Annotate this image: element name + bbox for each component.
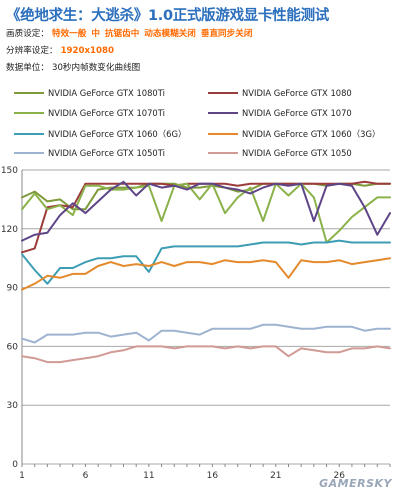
legend-swatch xyxy=(14,133,44,135)
legend-swatch xyxy=(14,152,44,154)
legend-label: NVIDIA GeForce GTX 1070Ti xyxy=(48,108,165,118)
legend-swatch xyxy=(14,112,44,114)
legend-swatch xyxy=(14,92,44,94)
legend-item: NVIDIA GeForce GTX 1070Ti xyxy=(14,108,165,118)
legend-swatch xyxy=(208,92,238,94)
y-tick-label: 90 xyxy=(7,284,19,294)
legend-label: NVIDIA GeForce GTX 1080 xyxy=(242,88,352,98)
y-tick-label: 60 xyxy=(7,342,19,352)
x-tick-label: 11 xyxy=(143,471,154,481)
series-line xyxy=(21,180,391,242)
chart-header: 《绝地求生：大逃杀》1.0正式版游戏显卡性能测试 画质设定： 特效一般 中 抗锯齿… xyxy=(6,6,396,77)
quality-label: 画质设定： xyxy=(6,29,49,39)
y-tick-label: 30 xyxy=(7,401,19,411)
chart-title: 《绝地求生：大逃杀》1.0正式版游戏显卡性能测试 xyxy=(6,8,329,24)
legend-item: NVIDIA GeForce GTX 1050Ti xyxy=(14,148,165,158)
resolution-value: 1920x1080 xyxy=(60,46,114,56)
series-line xyxy=(21,323,391,344)
x-tick-label: 26 xyxy=(334,471,346,481)
legend-swatch xyxy=(208,133,238,135)
legend-item: NVIDIA GeForce GTX 1080Ti xyxy=(14,88,165,98)
quality-value: 特效一般 中 抗锯齿中 动态模糊关闭 垂直同步关闭 xyxy=(51,29,253,39)
legend-swatch xyxy=(208,112,238,114)
series-line xyxy=(21,257,391,291)
x-tick-label: 16 xyxy=(207,471,219,481)
legend-swatch xyxy=(208,152,238,154)
resolution-label: 分辨率设定： xyxy=(6,46,58,56)
series-line xyxy=(21,345,391,364)
watermark: GAMERSKY xyxy=(319,477,392,490)
y-tick-label: 0 xyxy=(12,460,18,470)
series-line xyxy=(21,182,391,244)
data-unit-value: 30秒内帧数变化曲线图 xyxy=(51,63,141,73)
data-unit-label: 数据单位： xyxy=(6,63,49,73)
quality-setting-row: 画质设定： 特效一般 中 抗锯齿中 动态模糊关闭 垂直同步关闭 xyxy=(6,26,396,43)
legend-label: NVIDIA GeForce GTX 1080Ti xyxy=(48,88,165,98)
chart-legend: NVIDIA GeForce GTX 1080Ti NVIDIA GeForce … xyxy=(0,88,400,168)
legend-item: NVIDIA GeForce GTX 1060（6G） xyxy=(14,128,186,140)
legend-item: NVIDIA GeForce GTX 1080 xyxy=(208,88,352,98)
legend-label: NVIDIA GeForce GTX 1060（6G） xyxy=(48,129,187,139)
y-tick-label: 150 xyxy=(1,166,18,176)
legend-label: NVIDIA GeForce GTX 1050Ti xyxy=(48,148,165,158)
data-unit-row: 数据单位： 30秒内帧数变化曲线图 xyxy=(6,60,396,77)
y-tick-label: 120 xyxy=(1,225,18,235)
legend-label: NVIDIA GeForce GTX 1050 xyxy=(242,148,352,158)
resolution-setting-row: 分辨率设定： 1920x1080 xyxy=(6,43,396,60)
x-tick-label: 6 xyxy=(83,471,89,481)
series-line xyxy=(21,239,391,285)
legend-label: NVIDIA GeForce GTX 1060（3G） xyxy=(242,129,381,139)
x-tick-label: 21 xyxy=(270,471,281,481)
legend-item: NVIDIA GeForce GTX 1060（3G） xyxy=(208,128,380,140)
legend-item: NVIDIA GeForce GTX 1050 xyxy=(208,148,352,158)
legend-label: NVIDIA GeForce GTX 1070 xyxy=(242,108,352,118)
x-tick-label: 1 xyxy=(19,471,25,481)
legend-item: NVIDIA GeForce GTX 1070 xyxy=(208,108,352,118)
